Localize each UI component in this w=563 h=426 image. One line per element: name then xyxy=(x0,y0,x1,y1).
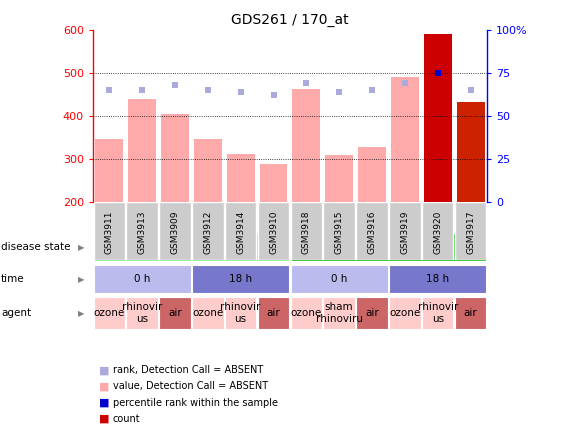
Text: air: air xyxy=(168,308,182,318)
Text: ■: ■ xyxy=(99,414,109,424)
Text: rhinovir
us: rhinovir us xyxy=(418,302,458,324)
FancyBboxPatch shape xyxy=(192,265,289,293)
Text: GSM3918: GSM3918 xyxy=(302,211,311,254)
FancyBboxPatch shape xyxy=(225,202,257,260)
Text: ozone: ozone xyxy=(192,308,224,318)
FancyBboxPatch shape xyxy=(291,233,486,261)
FancyBboxPatch shape xyxy=(93,265,191,293)
FancyBboxPatch shape xyxy=(323,297,355,329)
FancyBboxPatch shape xyxy=(93,233,289,261)
FancyBboxPatch shape xyxy=(225,297,257,329)
Text: ozone: ozone xyxy=(291,308,322,318)
FancyBboxPatch shape xyxy=(455,297,486,329)
Text: normal: normal xyxy=(370,242,407,252)
FancyBboxPatch shape xyxy=(356,202,388,260)
Text: count: count xyxy=(113,414,140,424)
Text: 0 h: 0 h xyxy=(134,274,150,284)
Text: ozone: ozone xyxy=(93,308,125,318)
Text: rhinovir
us: rhinovir us xyxy=(221,302,261,324)
FancyBboxPatch shape xyxy=(324,202,355,260)
Text: ▶: ▶ xyxy=(78,308,85,318)
Text: GSM3920: GSM3920 xyxy=(434,211,442,254)
FancyBboxPatch shape xyxy=(192,202,224,260)
Text: 18 h: 18 h xyxy=(426,274,449,284)
Text: air: air xyxy=(365,308,379,318)
Text: GSM3919: GSM3919 xyxy=(400,211,409,254)
FancyBboxPatch shape xyxy=(389,265,486,293)
Bar xyxy=(194,138,222,202)
FancyBboxPatch shape xyxy=(389,202,421,260)
FancyBboxPatch shape xyxy=(389,297,421,329)
Text: disease state: disease state xyxy=(1,242,70,252)
Text: time: time xyxy=(1,274,25,284)
Bar xyxy=(424,34,452,202)
Bar xyxy=(128,99,156,202)
Text: value, Detection Call = ABSENT: value, Detection Call = ABSENT xyxy=(113,382,268,391)
Text: ▶: ▶ xyxy=(78,274,85,284)
FancyBboxPatch shape xyxy=(127,297,158,329)
Text: GSM3912: GSM3912 xyxy=(203,211,212,254)
FancyBboxPatch shape xyxy=(258,202,289,260)
Bar xyxy=(227,154,254,202)
Bar xyxy=(95,138,123,202)
FancyBboxPatch shape xyxy=(422,297,454,329)
Text: rank, Detection Call = ABSENT: rank, Detection Call = ABSENT xyxy=(113,366,263,375)
Text: agent: agent xyxy=(1,308,32,318)
Text: 18 h: 18 h xyxy=(229,274,252,284)
Text: air: air xyxy=(267,308,280,318)
Bar xyxy=(391,77,419,202)
Text: ▶: ▶ xyxy=(78,242,85,252)
FancyBboxPatch shape xyxy=(192,297,224,329)
Text: GSM3911: GSM3911 xyxy=(105,211,114,254)
Text: GSM3910: GSM3910 xyxy=(269,211,278,254)
FancyBboxPatch shape xyxy=(291,297,322,329)
FancyBboxPatch shape xyxy=(291,265,388,293)
Text: ■: ■ xyxy=(99,382,109,391)
FancyBboxPatch shape xyxy=(93,202,125,260)
Bar xyxy=(325,155,353,202)
Text: GSM3916: GSM3916 xyxy=(368,211,377,254)
Text: percentile rank within the sample: percentile rank within the sample xyxy=(113,398,278,408)
FancyBboxPatch shape xyxy=(159,202,191,260)
Title: GDS261 / 170_at: GDS261 / 170_at xyxy=(231,13,348,27)
Text: GSM3914: GSM3914 xyxy=(236,211,245,254)
Text: sham
rhinoviru: sham rhinoviru xyxy=(316,302,363,324)
FancyBboxPatch shape xyxy=(93,297,125,329)
Text: asthma: asthma xyxy=(172,242,211,252)
Text: GSM3917: GSM3917 xyxy=(466,211,475,254)
FancyBboxPatch shape xyxy=(159,297,191,329)
FancyBboxPatch shape xyxy=(127,202,158,260)
Bar xyxy=(457,102,485,202)
Text: ■: ■ xyxy=(99,398,109,408)
Text: rhinovir
us: rhinovir us xyxy=(122,302,162,324)
Text: GSM3913: GSM3913 xyxy=(138,211,146,254)
Bar xyxy=(260,164,288,202)
Text: air: air xyxy=(464,308,477,318)
Text: ■: ■ xyxy=(99,366,109,375)
Bar xyxy=(161,114,189,202)
FancyBboxPatch shape xyxy=(422,202,454,260)
FancyBboxPatch shape xyxy=(455,202,486,260)
Text: 0 h: 0 h xyxy=(331,274,347,284)
FancyBboxPatch shape xyxy=(291,202,322,260)
FancyBboxPatch shape xyxy=(258,297,289,329)
Bar xyxy=(358,147,386,202)
Text: ozone: ozone xyxy=(389,308,421,318)
Text: GSM3909: GSM3909 xyxy=(171,211,180,254)
FancyBboxPatch shape xyxy=(356,297,388,329)
Text: GSM3915: GSM3915 xyxy=(335,211,343,254)
Bar xyxy=(292,89,320,202)
